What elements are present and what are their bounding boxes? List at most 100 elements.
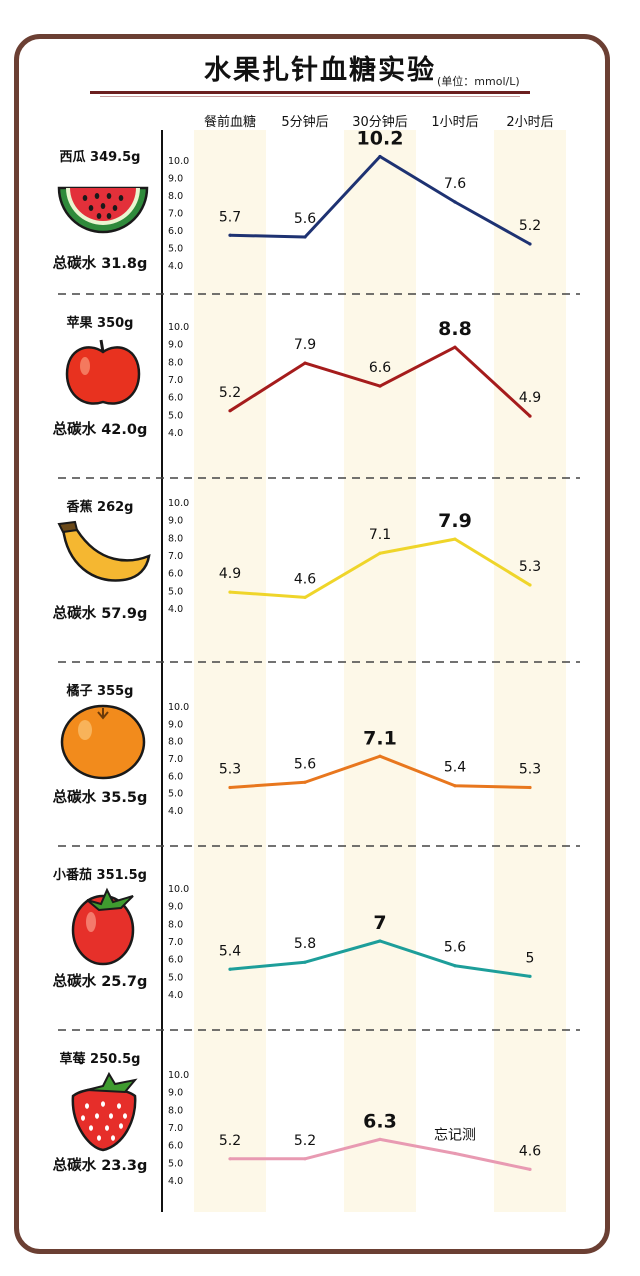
watermelon-icon xyxy=(57,186,149,234)
carbs-label: 总碳水 35.5g xyxy=(53,788,148,806)
chart-title: 水果扎针血糖实验 xyxy=(204,55,436,86)
data-point xyxy=(453,1151,457,1156)
y-tick-label: 5.0 xyxy=(168,410,183,421)
data-point xyxy=(528,1167,532,1171)
y-tick-label: 9.0 xyxy=(168,340,183,351)
data-label: 5.6 xyxy=(294,756,316,772)
data-point xyxy=(303,1157,307,1161)
fruit-name-label: 小番茄 351.5g xyxy=(53,867,147,883)
data-point xyxy=(453,784,457,788)
data-label: 7.1 xyxy=(369,527,391,543)
y-tick-label: 6.0 xyxy=(168,569,183,580)
y-tick-label: 8.0 xyxy=(168,919,183,930)
data-point xyxy=(228,233,232,237)
y-tick-label: 4.0 xyxy=(168,1176,183,1187)
data-label: 4.6 xyxy=(294,571,316,587)
data-point xyxy=(228,1157,232,1161)
time-point-label: 30分钟后 xyxy=(352,114,408,130)
data-point xyxy=(453,537,457,541)
data-label: 5.2 xyxy=(519,218,541,234)
carbs-label: 总碳水 31.8g xyxy=(53,254,148,272)
time-point-label: 1小时后 xyxy=(431,115,478,130)
y-tick-label: 9.0 xyxy=(168,719,183,730)
y-tick-label: 7.0 xyxy=(168,375,183,386)
y-tick-label: 5.0 xyxy=(168,244,183,255)
data-point xyxy=(228,785,232,790)
fruit-name-label: 草莓 250.5g xyxy=(60,1051,141,1067)
strawberry-icon xyxy=(71,1071,138,1152)
title-underline-thin xyxy=(100,96,520,97)
y-tick-label: 10.0 xyxy=(168,884,189,895)
y-tick-label: 10.0 xyxy=(168,322,189,333)
carbs-label: 总碳水 57.9g xyxy=(53,604,148,622)
y-tick-label: 10.0 xyxy=(168,702,189,713)
data-label: 5.6 xyxy=(294,211,316,227)
data-point xyxy=(378,754,382,758)
data-label: 5.4 xyxy=(219,943,241,959)
y-tick-label: 5.0 xyxy=(168,1158,183,1169)
data-label: 5.3 xyxy=(519,559,541,575)
data-label: 5.3 xyxy=(219,761,241,777)
data-label: 6.6 xyxy=(369,360,391,376)
data-label: 5 xyxy=(526,950,535,966)
apple-icon xyxy=(65,339,141,405)
y-tick-label: 5.0 xyxy=(168,789,183,800)
y-tick-label: 6.0 xyxy=(168,226,183,237)
fruit-name-label: 苹果 350g xyxy=(67,315,134,331)
data-point xyxy=(378,154,382,159)
y-tick-label: 6.0 xyxy=(168,393,183,404)
y-tick-label: 6.0 xyxy=(168,1141,183,1152)
data-label: 4.9 xyxy=(519,390,541,406)
data-point xyxy=(528,414,532,418)
data-point xyxy=(528,974,532,978)
data-label: 6.3 xyxy=(363,1110,397,1132)
data-label: 7.9 xyxy=(294,337,316,353)
fruit-name-label: 西瓜 349.5g xyxy=(60,150,141,165)
y-tick-label: 7.0 xyxy=(168,1123,183,1134)
title-underline xyxy=(90,91,530,94)
y-tick-label: 10.0 xyxy=(168,156,189,167)
data-label: 5.2 xyxy=(294,1133,316,1149)
y-tick-label: 6.0 xyxy=(168,955,183,966)
fruit-name-label: 橘子 355g xyxy=(66,683,134,699)
time-point-label: 2小时后 xyxy=(506,115,553,130)
y-tick-label: 5.0 xyxy=(168,586,183,597)
y-tick-label: 8.0 xyxy=(168,737,183,748)
column-band xyxy=(494,130,566,1212)
y-tick-label: 10.0 xyxy=(168,498,189,509)
y-tick-label: 7.0 xyxy=(168,754,183,765)
data-point xyxy=(453,200,457,204)
y-tick-label: 7.0 xyxy=(168,209,183,220)
y-tick-label: 10.0 xyxy=(168,1070,189,1081)
y-tick-label: 6.0 xyxy=(168,771,183,782)
data-point xyxy=(378,384,382,388)
carbs-label: 总碳水 23.3g xyxy=(53,1156,148,1174)
data-point xyxy=(378,551,382,555)
y-tick-label: 9.0 xyxy=(168,516,183,527)
carbs-label: 总碳水 25.7g xyxy=(53,972,148,990)
data-point xyxy=(378,1137,382,1141)
y-tick-label: 5.0 xyxy=(168,972,183,983)
data-point xyxy=(303,780,307,784)
y-tick-label: 8.0 xyxy=(168,1105,183,1116)
data-point xyxy=(528,785,532,790)
data-label: 5.4 xyxy=(444,760,466,776)
y-tick-label: 7.0 xyxy=(168,551,183,562)
data-label: 7 xyxy=(373,912,386,934)
data-point xyxy=(303,595,307,600)
y-tick-label: 9.0 xyxy=(168,902,183,913)
column-band xyxy=(194,130,266,1212)
orange-icon xyxy=(60,704,146,780)
y-tick-label: 4.0 xyxy=(168,990,183,1001)
fruit-name-label: 香蕉 262g xyxy=(66,499,134,515)
data-point xyxy=(228,590,232,594)
data-point xyxy=(228,409,232,413)
data-point xyxy=(228,967,232,971)
y-tick-label: 8.0 xyxy=(168,191,183,202)
banana-icon xyxy=(57,520,151,582)
data-label: 5.7 xyxy=(219,209,241,225)
data-label: 8.8 xyxy=(438,318,472,340)
data-point xyxy=(528,583,532,587)
carbs-label: 总碳水 42.0g xyxy=(53,420,148,438)
data-point xyxy=(303,960,307,964)
